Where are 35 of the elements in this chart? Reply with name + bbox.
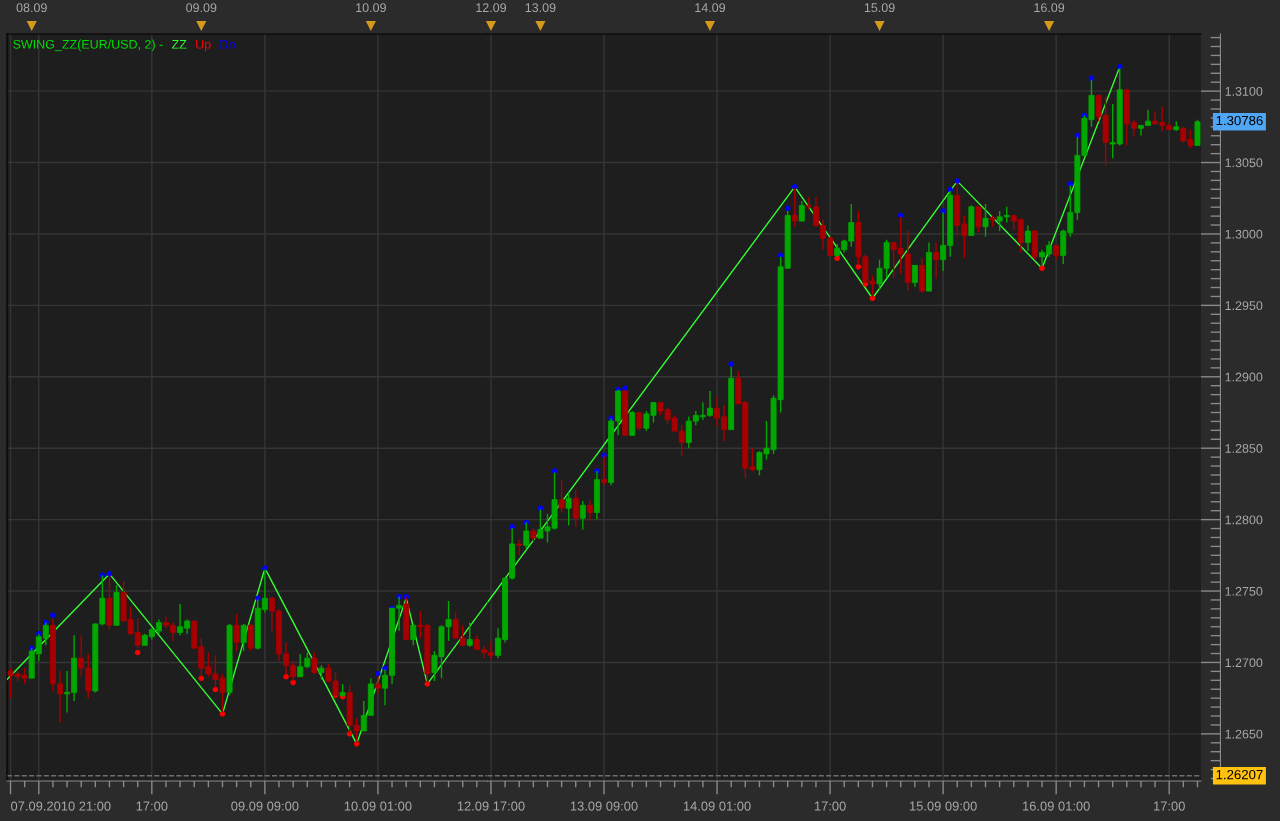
legend-title: SWING_ZZ(EUR/USD, 2) - — [13, 39, 163, 52]
x-tick-label: 15.09 09:00 — [910, 801, 977, 811]
text: Dn — [220, 40, 235, 49]
x-tick-label: 13.09 09:00 — [570, 801, 638, 811]
x2-tick-label: 09.09 — [186, 3, 217, 13]
x-tick-label: 17:00 — [1154, 801, 1185, 811]
text: Up — [196, 40, 211, 52]
y-tick-label: 1.2800 — [1225, 515, 1263, 525]
x-tick-label: 17:00 — [814, 801, 846, 811]
x-tick-label: 12.09 17:00 — [457, 801, 525, 811]
ref-line-label: 1.26207 — [1216, 769, 1263, 780]
y-tick-label: 1.2650 — [1225, 729, 1263, 739]
x-tick-label: 14.09 01:00 — [683, 801, 751, 811]
x2-tick-label: 15.09 — [864, 3, 895, 13]
y-tick-label: 1.2750 — [1225, 586, 1263, 596]
y-tick-label: 1.3000 — [1225, 229, 1263, 239]
x-tick-label: 17:00 — [136, 801, 168, 811]
text: 1.30786 — [1216, 115, 1263, 126]
x2-tick-label: 08.09 — [16, 3, 47, 13]
x2-tick-label: 13.09 — [525, 3, 556, 13]
x-tick-label: 10.09 01:00 — [344, 801, 412, 811]
x-tick-label: 16.09 01:00 — [1023, 801, 1090, 811]
y-tick-label: 1.2700 — [1225, 658, 1263, 668]
x2-tick-label: 12.09 — [476, 3, 507, 13]
x-tick-label: 09.09 09:00 — [231, 801, 299, 811]
text: ZZ — [171, 40, 187, 49]
y-tick-label: 1.2850 — [1225, 444, 1263, 453]
y-tick-label: 1.3100 — [1225, 86, 1263, 96]
x-tick-label: 07.09.2010 21:00 — [11, 801, 111, 811]
x2-tick-label: 16.09 — [1034, 3, 1065, 13]
x2-tick-label: 10.09 — [356, 3, 386, 13]
y-tick-label: 1.2900 — [1225, 372, 1263, 382]
y-tick-label: 1.3050 — [1225, 158, 1263, 168]
x2-tick-label: 14.09 — [695, 3, 726, 13]
y-tick-label: 1.2950 — [1225, 301, 1263, 311]
